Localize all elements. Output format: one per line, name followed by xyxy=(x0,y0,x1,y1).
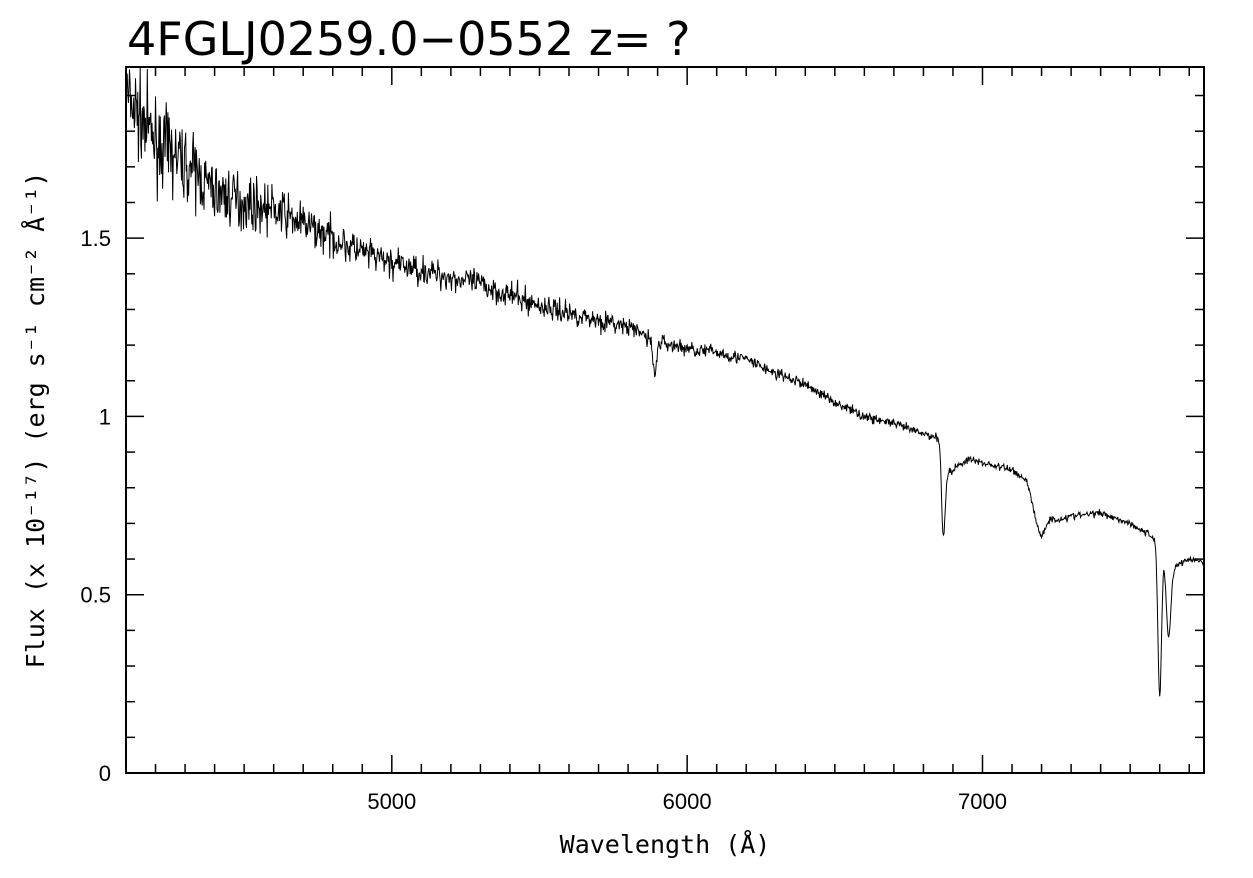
x-tick-label: 6000 xyxy=(663,789,712,814)
chart-title: 4FGLJ0259.0−0552 z= ? xyxy=(127,12,690,66)
x-tick-label: 7000 xyxy=(958,789,1007,814)
x-axis-label: Wavelength (Å) xyxy=(560,830,771,859)
spectrum-line xyxy=(125,66,1205,697)
x-axis-ticks: 5000 6000 7000 xyxy=(125,67,1190,814)
y-axis-label: Flux (x 10⁻¹⁷) (erg s⁻¹ cm⁻² Å⁻¹) xyxy=(21,172,50,669)
y-axis-ticks: 0 0.5 1 1.5 xyxy=(80,94,1204,786)
y-tick-label: 1 xyxy=(99,404,111,429)
y-tick-label: 0.5 xyxy=(80,583,111,608)
y-tick-label: 0 xyxy=(99,761,111,786)
plot-frame xyxy=(125,66,1205,774)
y-tick-label: 1.5 xyxy=(80,226,111,251)
x-tick-label: 5000 xyxy=(367,789,416,814)
